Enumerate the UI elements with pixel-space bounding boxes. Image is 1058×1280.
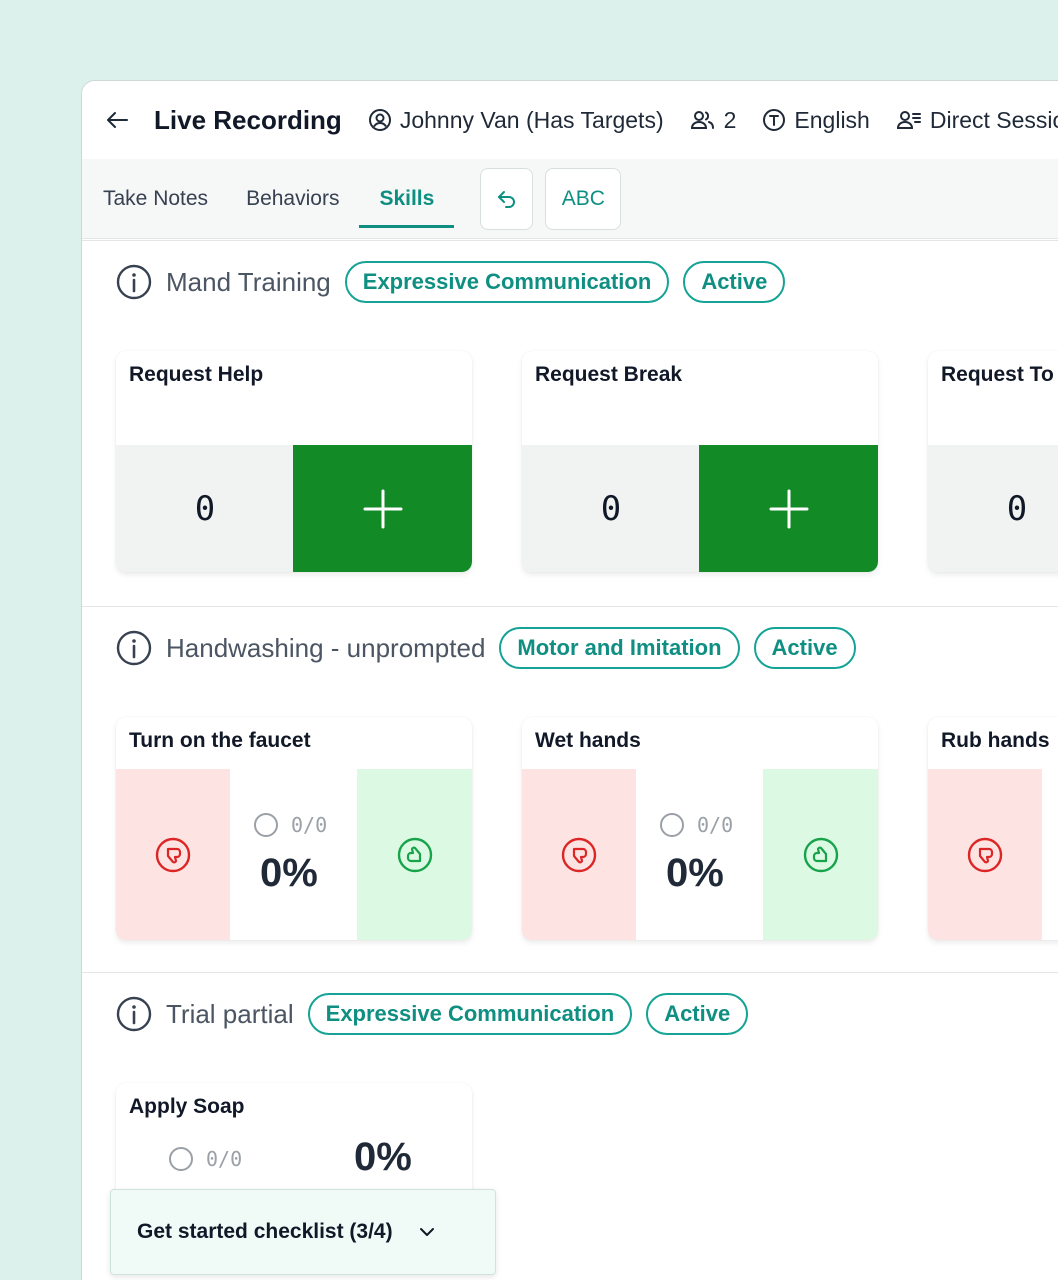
increment-button[interactable] <box>293 445 472 572</box>
card-title: Wet hands <box>535 729 641 752</box>
section-title: Mand Training <box>166 266 331 297</box>
ratio-value: 0/0 <box>206 1147 243 1171</box>
radio-circle-icon <box>254 813 278 837</box>
trial-ratio: 0/0 <box>169 1147 242 1171</box>
client-selector[interactable]: Johnny Van (Has Targets) <box>368 107 664 134</box>
language-icon <box>763 109 786 131</box>
section-header: Trial partial Expressive Communication A… <box>116 993 762 1035</box>
plus-icon <box>363 489 402 528</box>
back-arrow-icon[interactable] <box>104 107 130 133</box>
incorrect-button[interactable] <box>928 769 1042 940</box>
counter-card: Request Help 0 <box>116 351 472 572</box>
tab-take-notes[interactable]: Take Notes <box>103 186 209 210</box>
info-icon[interactable] <box>116 630 152 666</box>
status-badge: Active <box>683 261 786 303</box>
undo-button[interactable] <box>480 167 534 230</box>
thumbs-up-icon <box>397 837 432 872</box>
get-started-checklist[interactable]: Get started checklist (3/4) <box>110 1189 496 1275</box>
client-name: Johnny Van (Has Targets) <box>399 106 664 133</box>
user-circle-icon <box>368 109 391 131</box>
percent-value: 0% <box>354 1135 412 1179</box>
trial-summary: 0/0 0% <box>230 769 357 940</box>
abc-button[interactable]: ABC <box>545 167 622 230</box>
undo-icon <box>497 190 515 208</box>
section-title: Handwashing - unprompted <box>166 632 486 663</box>
checklist-label: Get started checklist (3/4) <box>137 1220 393 1243</box>
section-header: Mand Training Expressive Communication A… <box>116 261 799 303</box>
tab-skills[interactable]: Skills <box>359 159 455 239</box>
participants-count[interactable]: 2 <box>690 106 737 134</box>
count-value: 0 <box>928 445 1058 572</box>
header-bar: Live Recording Johnny Van (Has Targets) … <box>82 81 1058 159</box>
thumbs-up-icon <box>803 837 838 872</box>
category-badge: Expressive Communication <box>344 261 670 303</box>
session-type-label: Direct Session <box>929 106 1058 133</box>
card-title: Request To <box>941 363 1054 386</box>
incorrect-button[interactable] <box>116 769 230 940</box>
card-title: Apply Soap <box>129 1095 245 1118</box>
chevron-down-icon <box>419 1227 435 1237</box>
count-value: 0 <box>522 445 700 572</box>
thumbs-down-icon <box>561 837 597 872</box>
correct-button[interactable] <box>763 769 878 940</box>
category-badge: Expressive Communication <box>307 993 633 1035</box>
trial-card: Rub hands <box>928 717 1058 940</box>
counter-card: Request Break 0 <box>522 351 878 572</box>
live-recording-window: Live Recording Johnny Van (Has Targets) … <box>81 80 1058 1280</box>
trial-card: Turn on the faucet 0/0 0% <box>116 717 472 940</box>
card-title: Turn on the faucet <box>129 729 311 752</box>
info-icon[interactable] <box>116 996 152 1032</box>
trial-card: Wet hands 0/0 0% <box>522 717 878 940</box>
ratio-value: 0/0 <box>697 813 734 837</box>
session-type-selector[interactable]: Direct Session <box>896 107 1058 134</box>
language-selector[interactable]: English <box>762 106 870 134</box>
trial-ratio: 0/0 <box>660 813 733 837</box>
status-badge: Active <box>646 993 749 1035</box>
percent-value: 0% <box>666 851 724 895</box>
language-label: English <box>794 106 870 133</box>
skill-section-mand-training: Mand Training Expressive Communication A… <box>82 240 1058 606</box>
percent-value: 0% <box>260 851 318 895</box>
card-title: Rub hands <box>941 729 1050 752</box>
skill-section-handwashing: Handwashing - unprompted Motor and Imita… <box>82 606 1058 972</box>
tab-bar: Take Notes Behaviors Skills ABC <box>82 159 1058 239</box>
info-icon[interactable] <box>116 264 152 300</box>
trial-summary: 0/0 0% <box>636 769 763 940</box>
counter-card: Request To 0 <box>928 351 1058 572</box>
section-title: Trial partial <box>166 998 294 1029</box>
incorrect-button[interactable] <box>522 769 636 940</box>
correct-button[interactable] <box>357 769 472 940</box>
count-value: 0 <box>116 445 294 572</box>
status-badge: Active <box>753 627 856 669</box>
thumbs-down-icon <box>967 837 1003 872</box>
user-list-icon <box>896 111 921 129</box>
radio-circle-icon <box>169 1147 193 1171</box>
plus-icon <box>769 489 808 528</box>
card-title: Request Help <box>129 363 264 386</box>
tab-behaviors[interactable]: Behaviors <box>246 186 340 210</box>
page-title: Live Recording <box>154 104 342 135</box>
participants-number: 2 <box>723 106 737 133</box>
ratio-value: 0/0 <box>291 813 328 837</box>
card-title: Request Break <box>535 363 683 386</box>
increment-button[interactable] <box>699 445 878 572</box>
trial-ratio: 0/0 <box>254 813 327 837</box>
radio-circle-icon <box>660 813 684 837</box>
section-header: Handwashing - unprompted Motor and Imita… <box>116 627 870 669</box>
users-icon <box>690 111 714 129</box>
thumbs-down-icon <box>155 837 191 872</box>
category-badge: Motor and Imitation <box>499 627 740 669</box>
